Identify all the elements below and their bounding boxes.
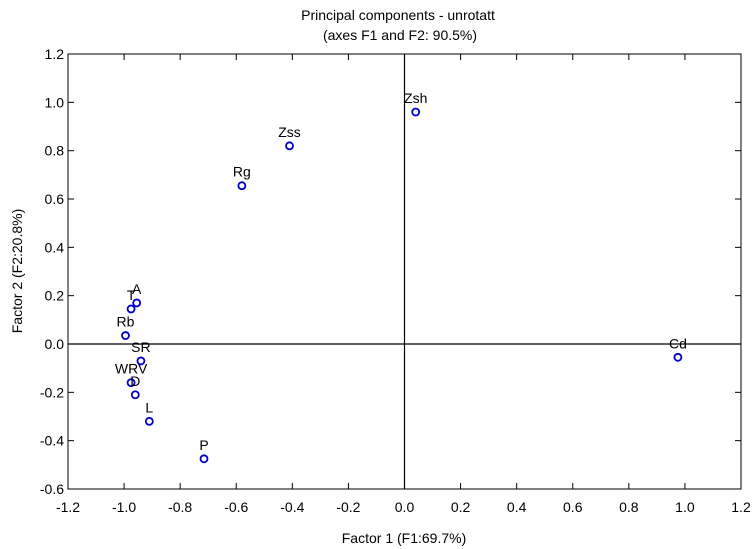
x-axis-label: Factor 1 (F1:69.7%) (342, 530, 467, 546)
data-point-l (144, 416, 154, 426)
y-tick-label: 0.4 (45, 239, 65, 255)
data-point-a (132, 298, 142, 308)
x-tick-label: 1.2 (731, 499, 751, 515)
data-point-d (130, 390, 140, 400)
x-tick-label: -1.0 (112, 499, 136, 515)
y-axis-label: Factor 2 (F2:20.8%) (9, 209, 25, 334)
point-label-p: P (199, 437, 208, 453)
point-label-t: T (127, 287, 136, 303)
y-tick-label: -0.2 (40, 384, 64, 400)
y-tick-label: -0.6 (40, 481, 64, 497)
data-point-p (199, 454, 209, 464)
point-label-rg: Rg (233, 164, 251, 180)
point-label-zsh: Zsh (404, 90, 427, 106)
x-tick-label: 0.2 (451, 499, 471, 515)
point-label-zss: Zss (278, 124, 301, 140)
chart-title: Principal components - unrotatt (301, 7, 495, 23)
y-tick-label: 0.8 (45, 143, 65, 159)
x-tick-label: 0.8 (619, 499, 639, 515)
x-tick-label: -0.2 (336, 499, 360, 515)
x-tick-label: 1.0 (675, 499, 695, 515)
x-tick-label: -0.6 (224, 499, 248, 515)
point-label-wrv: WRV (115, 361, 148, 377)
x-tick-label: 0.6 (563, 499, 583, 515)
chart-subtitle: (axes F1 and F2: 90.5%) (323, 27, 477, 43)
data-point-wrv (126, 378, 136, 388)
data-point-t (126, 304, 136, 314)
data-point-rb (121, 331, 130, 340)
x-tick-label: -0.4 (280, 499, 304, 515)
x-tick-label: -1.2 (56, 499, 80, 515)
point-label-cd: Cd (669, 335, 687, 351)
y-axis-ticks: -0.6 -0.4 -0.2 0.0 0.2 0.4 0.6 0.8 1.0 1.2 (40, 46, 741, 497)
point-label-l: L (145, 399, 153, 415)
point-label-a: A (132, 281, 142, 297)
y-tick-label: 1.2 (45, 46, 65, 62)
y-tick-label: 1.0 (45, 94, 65, 110)
x-tick-label: -0.8 (168, 499, 192, 515)
y-tick-label: 0.6 (45, 191, 65, 207)
data-point-rg (237, 181, 247, 191)
data-point-cd (673, 352, 683, 362)
point-label-d: D (130, 373, 140, 389)
data-point-zss (285, 141, 294, 151)
point-label-sr: SR (131, 339, 150, 355)
y-tick-label: -0.4 (40, 433, 64, 449)
data-point-sr (136, 356, 146, 366)
data-point-zsh (411, 107, 421, 117)
point-label-rb: Rb (117, 314, 135, 330)
x-tick-label: 0.4 (507, 499, 527, 515)
x-axis-ticks: -1.2 -1.0 -0.8 -0.6 -0.4 -0.2 0.0 0.2 0.4 0.6 0.8 1… (56, 54, 751, 515)
y-tick-label: 0.2 (45, 288, 65, 304)
y-tick-label: 0.0 (45, 336, 65, 352)
x-tick-label: 0.0 (395, 499, 415, 515)
